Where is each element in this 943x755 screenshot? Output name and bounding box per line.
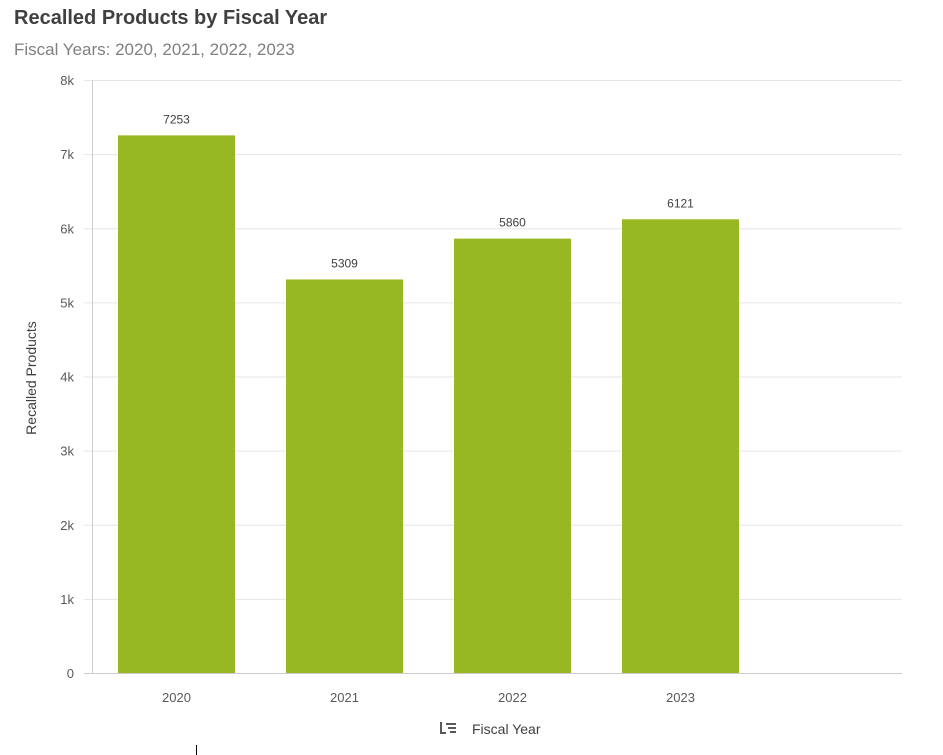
bar-2020[interactable]	[118, 135, 235, 674]
bar-2021[interactable]	[286, 279, 403, 673]
x-axis-title-group[interactable]: Fiscal Year	[440, 721, 541, 737]
y-tick-label: 1k	[60, 592, 74, 607]
x-tick-label-2022: 2022	[498, 690, 527, 705]
bar-2022[interactable]	[454, 238, 571, 673]
x-tick-label-2023: 2023	[666, 690, 695, 705]
bars	[118, 135, 739, 674]
y-tick-label: 0	[67, 666, 74, 681]
data-label-2022: 5860	[499, 216, 526, 230]
y-tick-label: 6k	[60, 221, 74, 236]
cursor-mark	[196, 745, 197, 755]
bar-2023[interactable]	[622, 219, 739, 673]
y-tick-labels: 0 1k 2k 3k 4k 5k 6k 7k 8k	[60, 73, 74, 681]
y-tick-label: 4k	[60, 370, 74, 385]
y-axis-title: Recalled Products	[23, 321, 39, 435]
y-tick-label: 5k	[60, 295, 74, 310]
x-axis-title: Fiscal Year	[472, 721, 541, 737]
y-tick-label: 2k	[60, 518, 74, 533]
data-labels: 7253 5309 5860 6121	[163, 112, 694, 270]
data-label-2021: 5309	[331, 256, 358, 270]
chart-subtitle: Fiscal Years: 2020, 2021, 2022, 2023	[14, 40, 295, 59]
y-tick-label: 8k	[60, 73, 74, 88]
y-tick-label: 7k	[60, 147, 74, 162]
chart-title: Recalled Products by Fiscal Year	[14, 7, 328, 29]
x-tick-labels: 2020 2021 2022 2023	[162, 690, 695, 705]
sort-icon[interactable]	[440, 722, 456, 734]
y-tick-label: 3k	[60, 444, 74, 459]
x-tick-label-2020: 2020	[162, 690, 191, 705]
data-label-2020: 7253	[163, 112, 190, 126]
x-tick-label-2021: 2021	[330, 690, 359, 705]
data-label-2023: 6121	[667, 196, 694, 210]
